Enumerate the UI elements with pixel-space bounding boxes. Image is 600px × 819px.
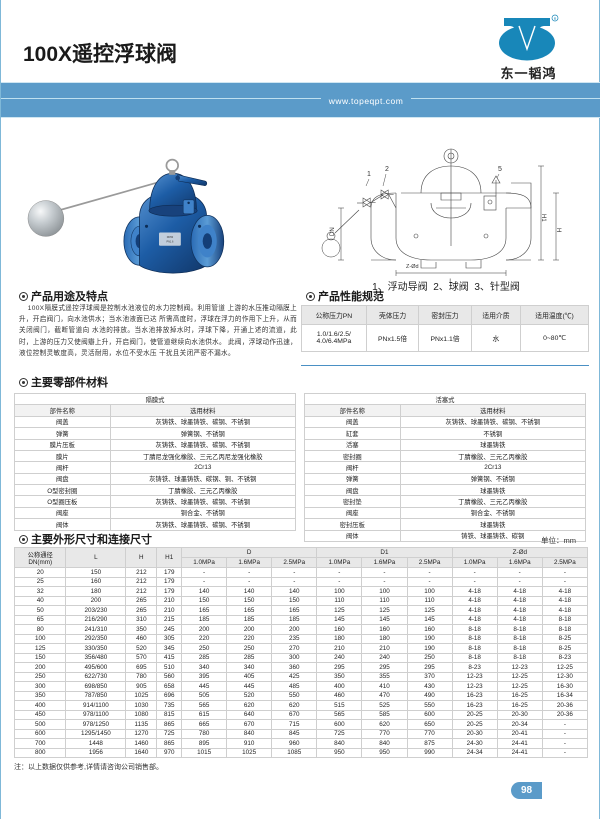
svg-text:H: H [555,228,561,232]
svg-text:2: 2 [385,166,389,173]
svg-text:DN: DN [330,227,336,236]
svg-text:1: 1 [367,171,371,178]
svg-text:DN50: DN50 [167,236,174,239]
svg-text:PN1.6: PN1.6 [166,241,174,244]
svg-text:H1: H1 [540,214,546,222]
svg-text:R: R [554,17,557,21]
svg-text:5: 5 [498,166,502,173]
svg-text:Z-Ød: Z-Ød [406,264,419,270]
